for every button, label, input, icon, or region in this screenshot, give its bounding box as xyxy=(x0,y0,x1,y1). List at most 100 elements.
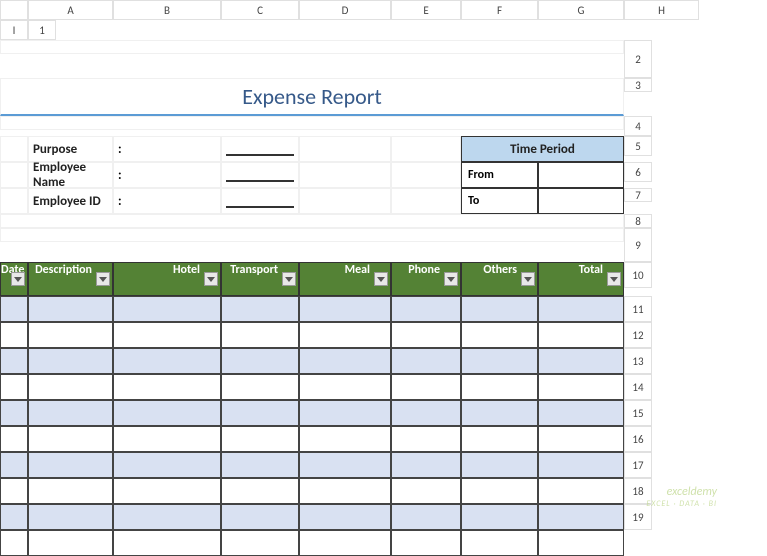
col-header-F[interactable]: F xyxy=(461,0,538,20)
table-cell[interactable] xyxy=(113,322,221,348)
table-cell[interactable] xyxy=(299,452,391,478)
col-header-D[interactable]: D xyxy=(299,0,391,20)
cell[interactable] xyxy=(391,162,461,188)
table-cell[interactable] xyxy=(0,322,28,348)
table-cell[interactable] xyxy=(538,348,624,374)
filter-icon[interactable] xyxy=(96,272,110,286)
col-header-G[interactable]: G xyxy=(538,0,624,20)
table-cell[interactable] xyxy=(299,296,391,322)
table-cell[interactable] xyxy=(28,400,113,426)
table-cell[interactable] xyxy=(113,452,221,478)
table-cell[interactable] xyxy=(113,478,221,504)
col-header-E[interactable]: E xyxy=(391,0,461,20)
col-header-H[interactable]: H xyxy=(624,0,699,20)
filter-icon[interactable] xyxy=(521,272,535,286)
row-header-17[interactable]: 17 xyxy=(624,452,652,478)
table-cell[interactable] xyxy=(538,426,624,452)
table-cell[interactable] xyxy=(391,478,461,504)
table-cell[interactable] xyxy=(538,296,624,322)
table-cell[interactable] xyxy=(28,452,113,478)
table-cell[interactable] xyxy=(391,530,461,556)
row-header-2[interactable]: 2 xyxy=(624,40,652,78)
table-cell[interactable] xyxy=(299,530,391,556)
table-cell[interactable] xyxy=(461,504,538,530)
table-cell[interactable] xyxy=(538,400,624,426)
cell[interactable] xyxy=(0,214,624,228)
filter-icon[interactable] xyxy=(374,272,388,286)
table-cell[interactable] xyxy=(391,322,461,348)
cell[interactable] xyxy=(0,116,624,130)
table-cell[interactable] xyxy=(538,452,624,478)
row-header-14[interactable]: 14 xyxy=(624,374,652,400)
row-header-10[interactable]: 10 xyxy=(624,262,652,288)
table-cell[interactable] xyxy=(113,296,221,322)
table-cell[interactable] xyxy=(391,452,461,478)
col-hotel[interactable]: Hotel xyxy=(113,262,221,296)
table-cell[interactable] xyxy=(221,478,299,504)
col-header-I[interactable]: I xyxy=(0,20,28,40)
row-header-3[interactable]: 3 xyxy=(624,78,652,92)
table-cell[interactable] xyxy=(538,530,624,556)
table-cell[interactable] xyxy=(391,426,461,452)
table-cell[interactable] xyxy=(221,348,299,374)
table-cell[interactable] xyxy=(461,530,538,556)
cell[interactable] xyxy=(299,188,391,214)
table-cell[interactable] xyxy=(28,322,113,348)
row-header-5[interactable]: 5 xyxy=(624,136,652,156)
table-cell[interactable] xyxy=(113,400,221,426)
time-period-from-value[interactable] xyxy=(538,162,624,188)
purpose-value[interactable] xyxy=(221,136,299,162)
row-header-12[interactable]: 12 xyxy=(624,322,652,348)
col-phone[interactable]: Phone xyxy=(391,262,461,296)
table-cell[interactable] xyxy=(221,400,299,426)
table-cell[interactable] xyxy=(538,322,624,348)
table-cell[interactable] xyxy=(391,374,461,400)
table-cell[interactable] xyxy=(28,504,113,530)
cell[interactable] xyxy=(0,188,28,214)
col-header-B[interactable]: B xyxy=(113,0,221,20)
table-cell[interactable] xyxy=(299,426,391,452)
table-cell[interactable] xyxy=(299,478,391,504)
table-cell[interactable] xyxy=(461,426,538,452)
col-others[interactable]: Others xyxy=(461,262,538,296)
select-all-corner[interactable] xyxy=(0,0,28,20)
time-period-to-value[interactable] xyxy=(538,188,624,214)
table-cell[interactable] xyxy=(391,296,461,322)
table-cell[interactable] xyxy=(0,296,28,322)
row-header-15[interactable]: 15 xyxy=(624,400,652,426)
table-cell[interactable] xyxy=(28,530,113,556)
cell[interactable] xyxy=(391,188,461,214)
table-cell[interactable] xyxy=(0,348,28,374)
filter-icon[interactable] xyxy=(282,272,296,286)
employee-name-value[interactable] xyxy=(221,162,299,188)
table-cell[interactable] xyxy=(28,374,113,400)
row-header-1[interactable]: 1 xyxy=(28,20,56,40)
table-cell[interactable] xyxy=(461,400,538,426)
col-header-A[interactable]: A xyxy=(28,0,113,20)
table-cell[interactable] xyxy=(0,374,28,400)
table-cell[interactable] xyxy=(299,374,391,400)
filter-icon[interactable] xyxy=(204,272,218,286)
table-cell[interactable] xyxy=(221,322,299,348)
table-cell[interactable] xyxy=(113,504,221,530)
table-cell[interactable] xyxy=(461,452,538,478)
table-cell[interactable] xyxy=(221,296,299,322)
table-cell[interactable] xyxy=(0,452,28,478)
employee-id-value[interactable] xyxy=(221,188,299,214)
table-cell[interactable] xyxy=(28,296,113,322)
table-cell[interactable] xyxy=(461,478,538,504)
table-cell[interactable] xyxy=(113,374,221,400)
row-header-16[interactable]: 16 xyxy=(624,426,652,452)
cell[interactable] xyxy=(299,162,391,188)
cell[interactable] xyxy=(391,136,461,162)
cell[interactable] xyxy=(0,136,28,162)
table-cell[interactable] xyxy=(0,504,28,530)
table-cell[interactable] xyxy=(113,530,221,556)
col-description[interactable]: Description xyxy=(28,262,113,296)
row-header-13[interactable]: 13 xyxy=(624,348,652,374)
col-date[interactable]: Date xyxy=(0,262,28,296)
table-cell[interactable] xyxy=(538,374,624,400)
col-meal[interactable]: Meal xyxy=(299,262,391,296)
cell[interactable] xyxy=(0,228,624,242)
table-cell[interactable] xyxy=(221,374,299,400)
